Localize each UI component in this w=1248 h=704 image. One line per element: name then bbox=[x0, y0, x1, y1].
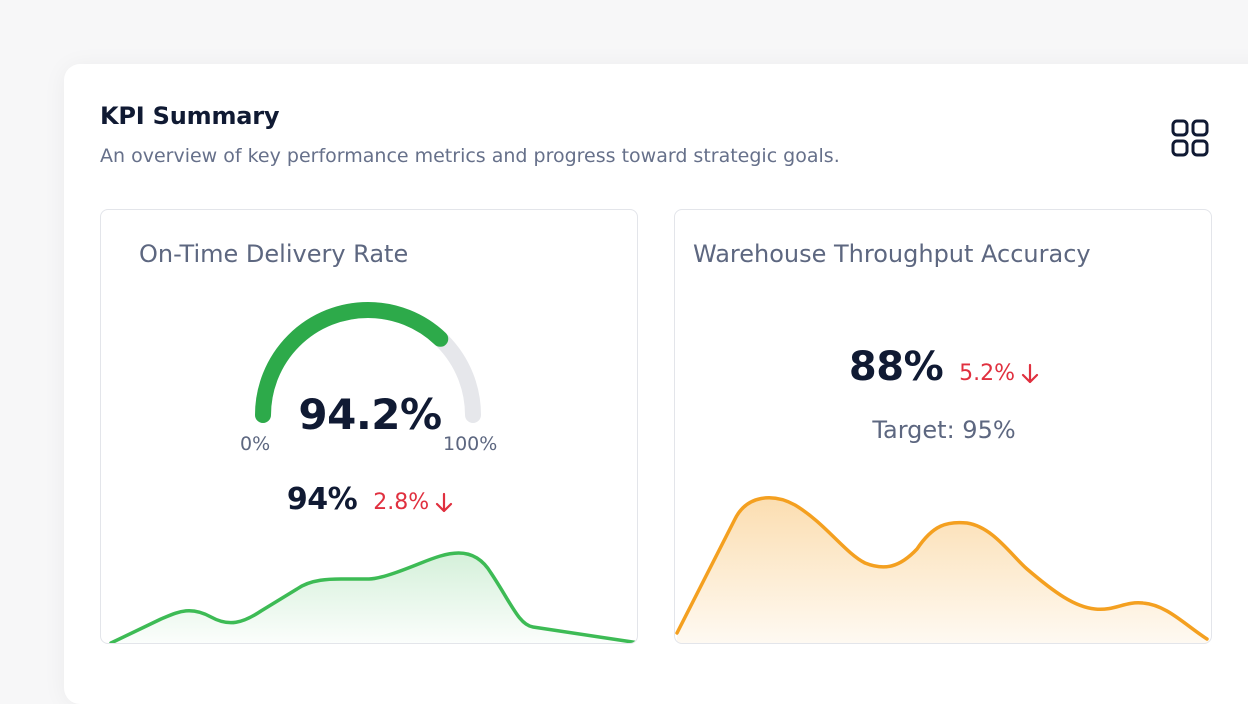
metric-value: 88% bbox=[848, 344, 944, 390]
sparkline-warehouse bbox=[675, 496, 1211, 643]
arrow-down-icon bbox=[1021, 363, 1039, 383]
metric-row: 88% 5.2% bbox=[675, 344, 1211, 390]
target-label: Target: 95% bbox=[872, 416, 1016, 444]
sparkline-line bbox=[675, 496, 1209, 641]
delta-badge: 2.8% bbox=[373, 490, 453, 515]
gauge-min-label: 0% bbox=[240, 433, 271, 455]
kpi-card-on-time-delivery[interactable]: On-Time Delivery Rate 94.2% 0% 100% 94% … bbox=[100, 209, 638, 644]
arrow-down-icon bbox=[436, 492, 453, 512]
layout-toggle-button[interactable] bbox=[1168, 116, 1212, 160]
gauge-fill bbox=[255, 302, 481, 423]
gauge-chart bbox=[255, 302, 481, 423]
card-title: On-Time Delivery Rate bbox=[139, 240, 409, 268]
kpi-summary-panel: KPI Summary An overview of key performan… bbox=[64, 64, 1248, 704]
sparkline-on-time bbox=[109, 551, 637, 643]
page-subtitle: An overview of key performance metrics a… bbox=[100, 145, 840, 167]
delta-value: 2.8% bbox=[373, 490, 430, 515]
sparkline-line bbox=[109, 551, 637, 643]
gauge-max-label: 100% bbox=[443, 433, 498, 455]
sparkline-area bbox=[111, 553, 637, 643]
gauge-value: 94.2% bbox=[298, 390, 442, 439]
kpi-card-warehouse-accuracy[interactable]: Warehouse Throughput Accuracy 88% 5.2% T… bbox=[674, 209, 1212, 644]
delta-value: 5.2% bbox=[959, 361, 1016, 386]
metric-row: 94% 2.8% bbox=[101, 482, 637, 517]
delta-badge: 5.2% bbox=[959, 361, 1039, 386]
grid-icon bbox=[1171, 119, 1209, 157]
card-title: Warehouse Throughput Accuracy bbox=[693, 240, 1091, 268]
sparkline-area bbox=[677, 497, 1211, 643]
page-title: KPI Summary bbox=[100, 102, 280, 130]
metric-value: 94% bbox=[286, 482, 358, 517]
